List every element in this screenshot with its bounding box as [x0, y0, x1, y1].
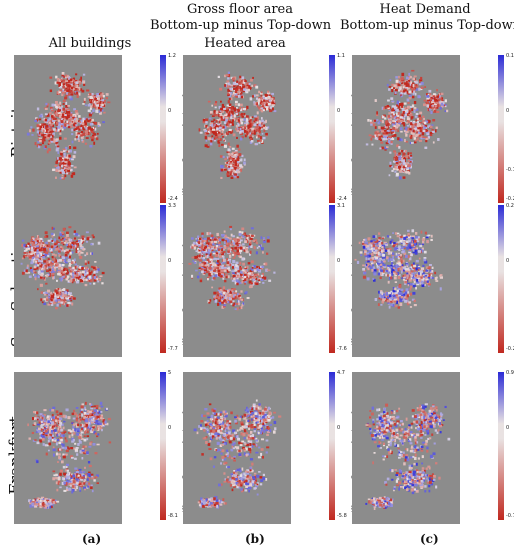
- colorbar: [498, 55, 504, 203]
- colorbar-tick: 0: [337, 425, 341, 432]
- colorbar: [498, 372, 504, 520]
- map-texture: [193, 399, 282, 509]
- colorbar-tick: 0: [337, 258, 341, 265]
- map-texture: [354, 229, 443, 309]
- colorbar-tick: -7.6: [337, 345, 347, 352]
- map-panel-bistrita-c: [352, 55, 460, 207]
- caption-b: (b): [245, 532, 265, 546]
- map-panel-san-sebastian-b: [183, 205, 291, 357]
- colorbar: [160, 372, 166, 520]
- map-texture: [26, 72, 111, 180]
- colorbar-tick: 4.7: [337, 370, 345, 377]
- colorbar-tick: 0.9: [506, 370, 514, 377]
- colorbar-tick: 0.1: [506, 53, 514, 60]
- colorbar-tick: -0.1: [506, 167, 514, 174]
- header-gfa-line1: Gross floor area: [187, 2, 293, 17]
- colorbar-tick: -0.2: [506, 345, 514, 352]
- map-panel-frankfurt-a: [14, 372, 122, 524]
- map-panel-san-sebastian-a: [14, 205, 122, 357]
- colorbar-tick: 1.1: [337, 53, 345, 60]
- map-texture: [27, 401, 112, 509]
- colorbar-tick: 0: [168, 108, 172, 115]
- colorbar-tick: 3.1: [337, 203, 345, 210]
- header-heat-demand: Heat Demand Bottom-up minus Top-down: [340, 2, 514, 34]
- colorbar-tick: -0.7: [506, 512, 514, 519]
- colorbar: [329, 205, 335, 353]
- map-texture: [198, 71, 277, 180]
- colorbar-tick: 0: [506, 108, 510, 115]
- colorbar-tick: 0: [506, 258, 510, 265]
- colorbar-tick: 5: [168, 370, 172, 377]
- colorbar: [329, 372, 335, 520]
- colorbar-tick: 0: [506, 425, 510, 432]
- colorbar-tick: -2.4: [168, 195, 178, 202]
- caption-a: (a): [82, 532, 102, 546]
- colorbar-tick: -7.7: [168, 345, 178, 352]
- colorbar-tick: 1.2: [168, 53, 176, 60]
- colorbar: [498, 205, 504, 353]
- colorbar-tick: 0.2: [506, 203, 514, 210]
- map-texture: [20, 226, 105, 310]
- map-panel-frankfurt-c: [352, 372, 460, 524]
- map-panel-bistrita-b: [183, 55, 291, 207]
- column-subtitle-heated-area: Heated area: [204, 36, 286, 51]
- colorbar-tick: 0: [337, 108, 341, 115]
- colorbar-tick: -8.1: [168, 512, 178, 519]
- map-texture: [365, 403, 451, 511]
- colorbar: [160, 55, 166, 203]
- colorbar-tick: 0: [168, 258, 172, 265]
- colorbar-tick: -2.4: [337, 195, 347, 202]
- map-texture: [188, 225, 276, 311]
- column-subtitle-all-buildings: All buildings: [48, 36, 132, 51]
- colorbar: [160, 205, 166, 353]
- map-panel-bistrita-a: [14, 55, 122, 207]
- header-heat-line1: Heat Demand: [379, 2, 471, 17]
- header-gross-floor-area: Gross floor area Bottom-up minus Top-dow…: [150, 2, 332, 34]
- colorbar-tick: -5.8: [337, 512, 347, 519]
- map-panel-san-sebastian-c: [352, 205, 460, 357]
- map-texture: [365, 69, 449, 180]
- colorbar-tick: -0.2: [506, 195, 514, 202]
- colorbar: [329, 55, 335, 203]
- header-gfa-line2: Bottom-up minus Top-down: [150, 18, 332, 33]
- colorbar-tick: 3.3: [168, 203, 176, 210]
- caption-c: (c): [420, 532, 439, 546]
- header-heat-line2: Bottom-up minus Top-down: [340, 18, 514, 33]
- map-panel-frankfurt-b: [183, 372, 291, 524]
- colorbar-tick: 0: [168, 425, 172, 432]
